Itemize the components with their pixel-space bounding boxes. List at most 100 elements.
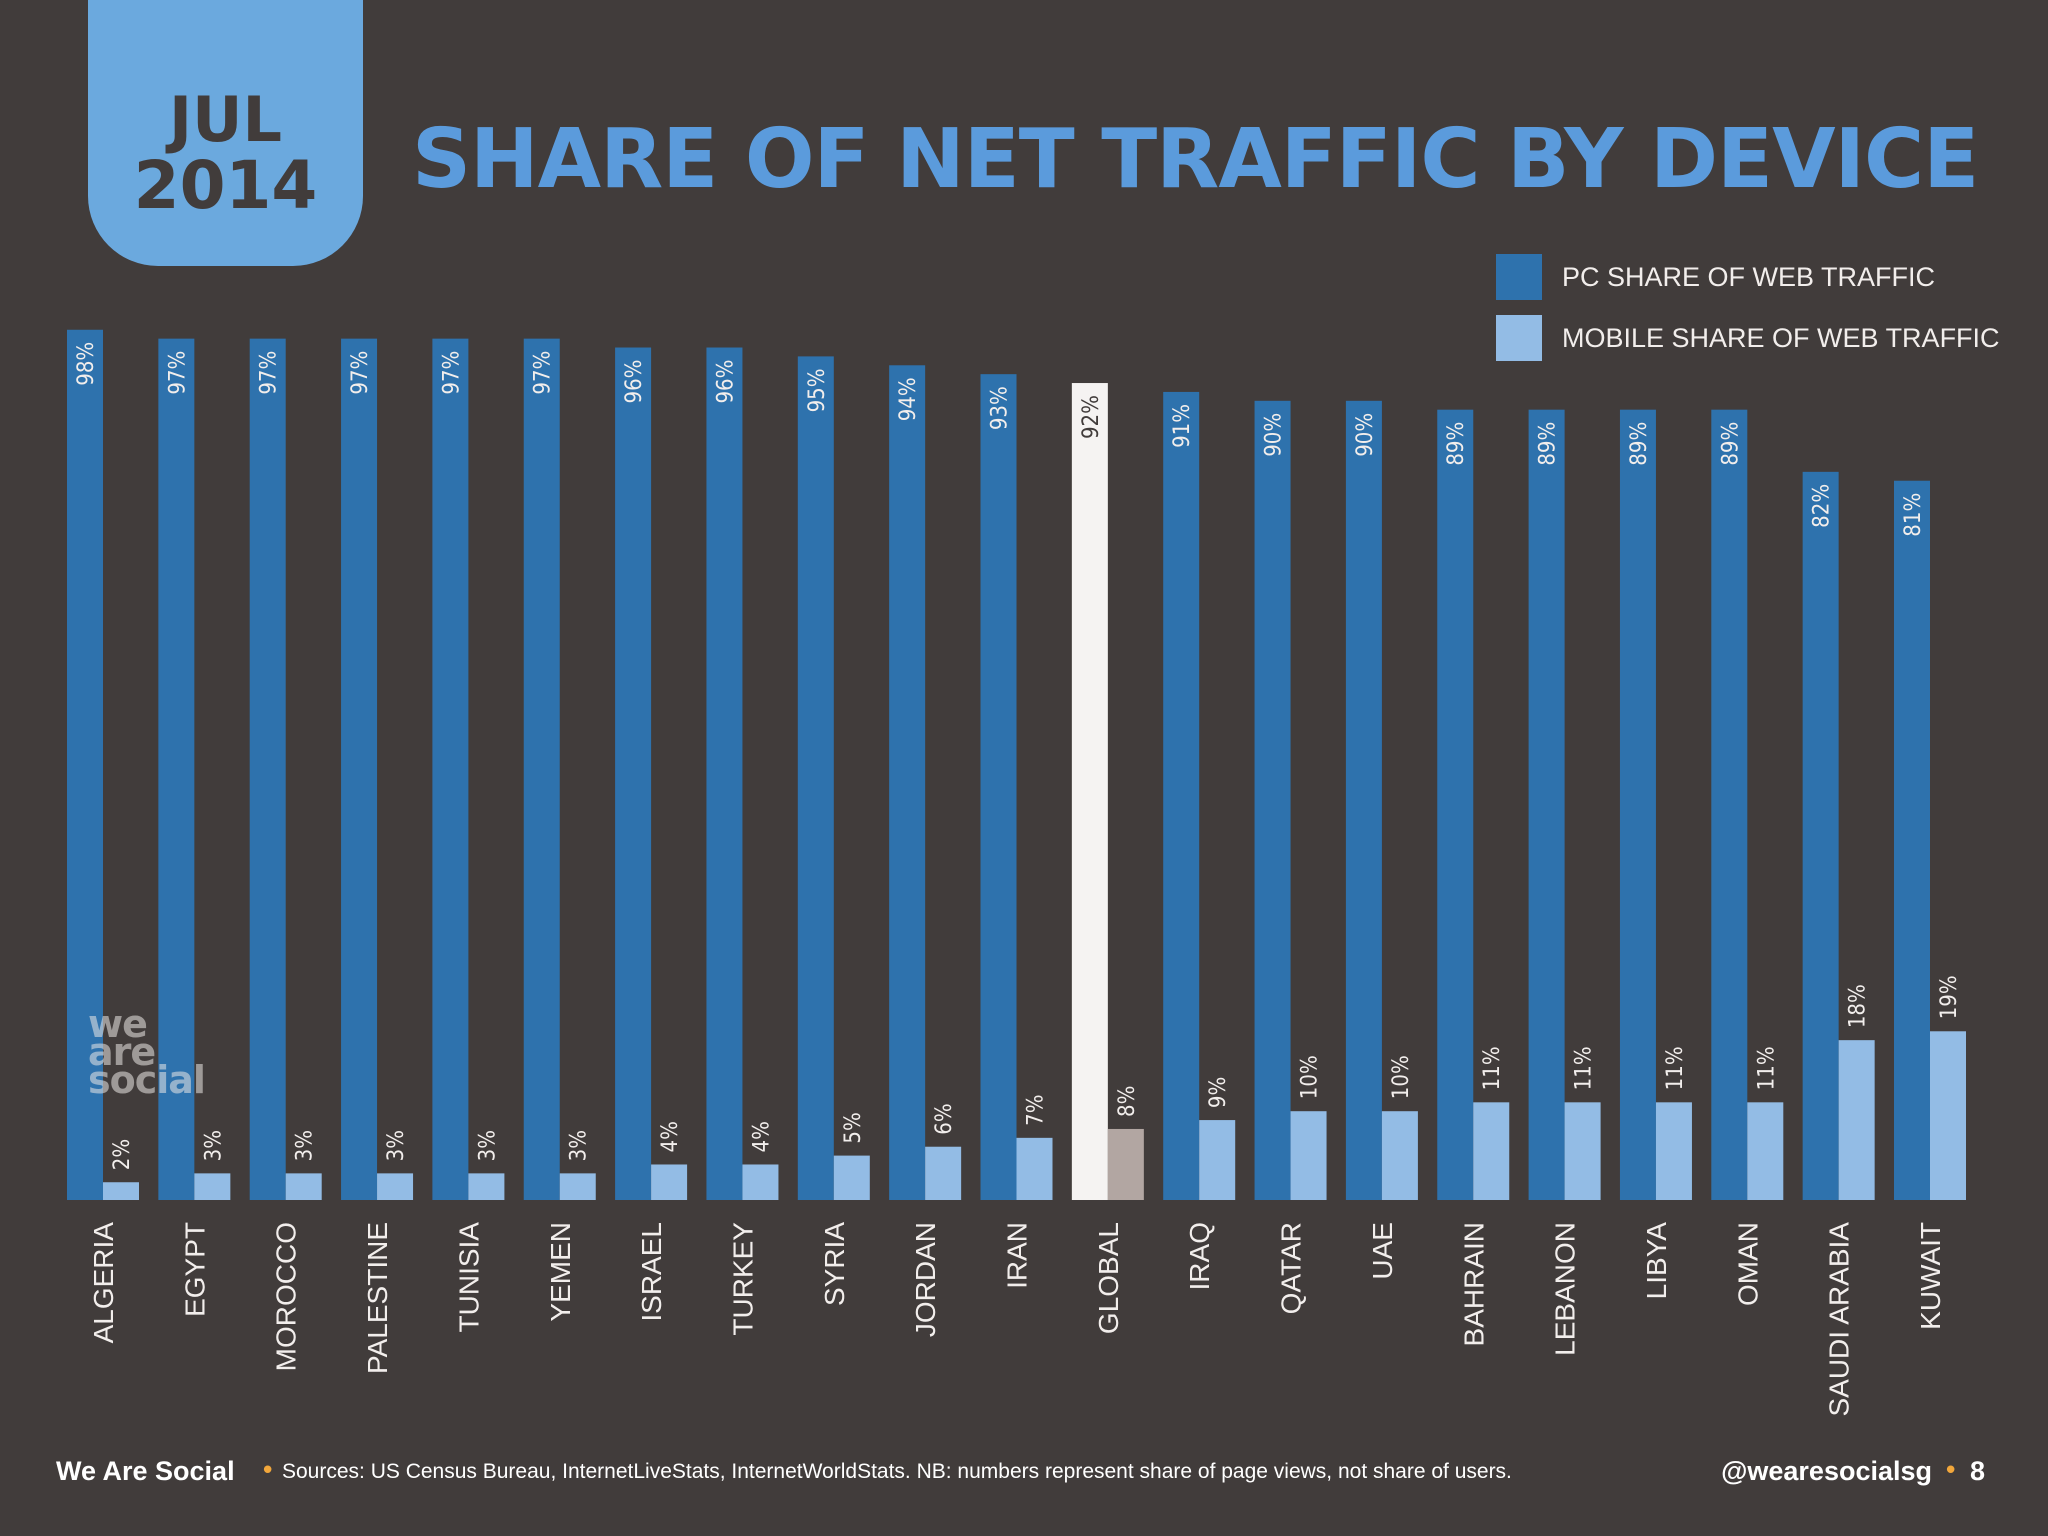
bar-mobile-global (1107, 1128, 1144, 1200)
bar-mobile-syria (833, 1155, 870, 1200)
category-label-egypt: EGYPT (179, 1222, 210, 1317)
bar-mobile-yemen (559, 1173, 596, 1200)
bar-mobile-israel (651, 1164, 688, 1200)
bar-pc-tunisia (432, 338, 469, 1200)
footer-separator-dot: • (260, 1456, 276, 1486)
category-label-bahrain: BAHRAIN (1458, 1222, 1489, 1346)
value-label-pc-lebanon: 89% (1536, 422, 1561, 466)
value-label-mobile-jordan: 6% (932, 1103, 957, 1134)
bar-pc-palestine (341, 338, 378, 1200)
legend-label-pc: PC SHARE OF WEB TRAFFIC (1562, 262, 1936, 292)
value-label-pc-uae: 90% (1353, 413, 1378, 457)
bar-mobile-iraq (1199, 1120, 1236, 1200)
bar-pc-qatar (1254, 400, 1291, 1200)
category-label-oman: OMAN (1732, 1222, 1763, 1306)
value-label-pc-tunisia: 97% (439, 351, 464, 395)
footer-sources: Sources: US Census Bureau, InternetLiveS… (282, 1460, 1512, 1483)
category-label-turkey: TURKEY (727, 1222, 758, 1336)
value-label-mobile-libya: 11% (1663, 1046, 1688, 1090)
bar-pc-yemen (523, 338, 560, 1200)
value-label-mobile-syria: 5% (841, 1112, 866, 1143)
value-label-mobile-global: 8% (1115, 1086, 1140, 1117)
value-label-mobile-lebanon: 11% (1572, 1046, 1597, 1090)
bar-pc-libya (1619, 409, 1656, 1200)
value-label-pc-kuwait: 81% (1901, 493, 1926, 537)
bar-pc-israel (615, 347, 652, 1200)
bar-pc-oman (1711, 409, 1748, 1200)
value-label-pc-palestine: 97% (348, 351, 373, 395)
category-label-israel: ISRAEL (636, 1222, 667, 1322)
value-label-pc-turkey: 96% (713, 360, 738, 404)
value-label-pc-bahrain: 89% (1444, 422, 1469, 466)
value-label-mobile-morocco: 3% (293, 1130, 318, 1161)
bar-pc-algeria (67, 329, 103, 1200)
bar-mobile-algeria (103, 1182, 139, 1200)
category-label-palestine: PALESTINE (362, 1222, 393, 1374)
category-label-jordan: JORDAN (910, 1222, 941, 1337)
category-label-uae: UAE (1367, 1222, 1398, 1280)
value-label-pc-yemen: 97% (531, 351, 556, 395)
footer-brand: We Are Social (56, 1456, 235, 1486)
bar-mobile-jordan (925, 1146, 962, 1200)
bar-mobile-oman (1747, 1102, 1784, 1200)
bar-mobile-morocco (285, 1173, 322, 1200)
bar-pc-iran (980, 374, 1017, 1200)
value-label-pc-oman: 89% (1718, 422, 1743, 466)
legend-swatch-mobile (1496, 315, 1542, 361)
value-label-mobile-qatar: 10% (1298, 1055, 1323, 1099)
bar-pc-saudi-arabia (1802, 471, 1839, 1201)
value-label-pc-morocco: 97% (257, 351, 282, 395)
value-label-pc-qatar: 90% (1262, 413, 1287, 457)
value-label-mobile-bahrain: 11% (1480, 1046, 1505, 1090)
category-label-tunisia: TUNISIA (453, 1222, 484, 1333)
page-number: 8 (1970, 1456, 1986, 1486)
value-label-pc-libya: 89% (1627, 422, 1652, 466)
bar-pc-morocco (249, 338, 286, 1200)
bar-mobile-uae (1381, 1111, 1418, 1200)
logo-line-2: are (88, 1030, 156, 1074)
badge-month: JUL (169, 83, 282, 156)
value-label-mobile-tunisia: 3% (475, 1130, 500, 1161)
value-label-pc-saudi-arabia: 82% (1810, 484, 1835, 528)
value-label-pc-global: 92% (1079, 395, 1104, 439)
value-label-mobile-turkey: 4% (749, 1121, 774, 1152)
value-label-mobile-iran: 7% (1024, 1094, 1049, 1125)
bar-pc-syria (797, 356, 834, 1200)
we-are-social-logo: we are social (88, 1002, 206, 1102)
badge-year: 2014 (133, 147, 318, 224)
bar-mobile-tunisia (468, 1173, 505, 1200)
logo-line-1: we (88, 1002, 148, 1046)
value-label-mobile-uae: 10% (1389, 1055, 1414, 1099)
category-label-algeria: ALGERIA (88, 1222, 119, 1344)
bar-mobile-iran (1016, 1137, 1053, 1200)
bar-mobile-egypt (194, 1173, 231, 1200)
value-label-mobile-yemen: 3% (567, 1130, 592, 1161)
legend-swatch-pc (1496, 254, 1542, 300)
bar-pc-bahrain (1437, 409, 1474, 1200)
value-label-mobile-algeria: 2% (110, 1139, 135, 1170)
bar-mobile-saudi-arabia (1838, 1040, 1875, 1200)
value-label-pc-iran: 93% (988, 386, 1013, 430)
bar-pc-uae (1345, 400, 1382, 1200)
bar-mobile-libya (1655, 1102, 1692, 1200)
category-label-syria: SYRIA (819, 1222, 850, 1306)
category-label-iraq: IRAQ (1184, 1222, 1215, 1290)
category-label-saudi-arabia: SAUDI ARABIA (1824, 1222, 1855, 1417)
bar-mobile-qatar (1290, 1111, 1327, 1200)
bar-mobile-lebanon (1564, 1102, 1601, 1200)
category-label-kuwait: KUWAIT (1915, 1222, 1946, 1330)
bar-pc-iraq (1163, 391, 1200, 1200)
value-label-mobile-saudi-arabia: 18% (1846, 984, 1871, 1028)
footer-separator-dot-2: • (1943, 1456, 1959, 1486)
bar-pc-egypt (158, 338, 195, 1200)
value-label-pc-egypt: 97% (165, 351, 190, 395)
value-label-pc-algeria: 98% (74, 342, 99, 386)
date-badge: JUL 2014 (88, 0, 363, 266)
logo-line-3: social (88, 1058, 206, 1102)
bar-pc-jordan (889, 365, 926, 1200)
category-label-qatar: QATAR (1276, 1222, 1307, 1314)
category-label-iran: IRAN (1002, 1222, 1033, 1289)
bar-mobile-palestine (377, 1173, 414, 1200)
value-label-mobile-israel: 4% (658, 1121, 683, 1152)
